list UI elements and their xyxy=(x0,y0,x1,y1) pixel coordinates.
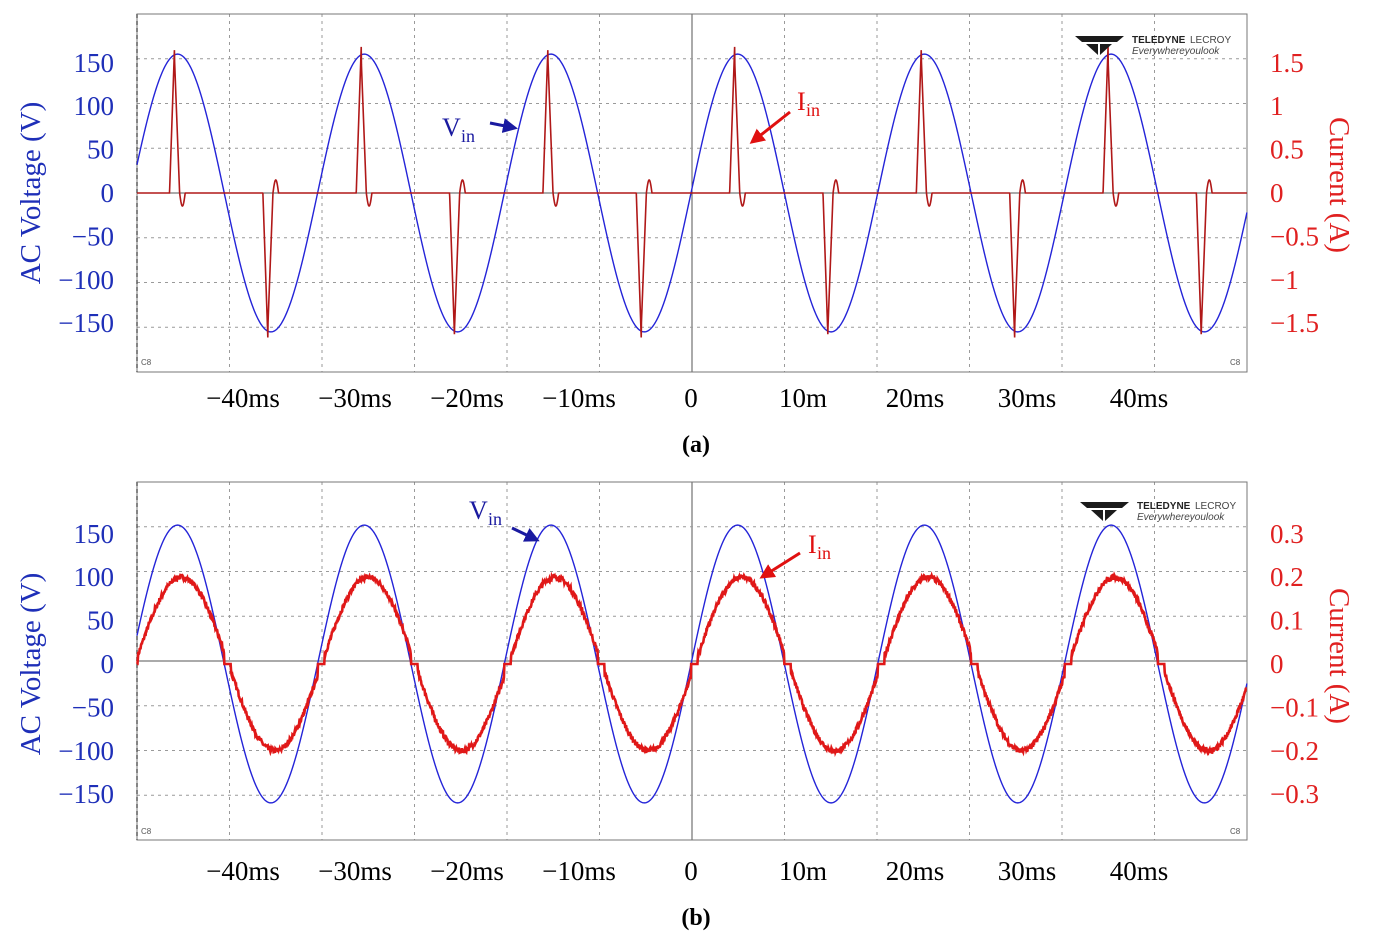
right-tick-label: −1 xyxy=(1270,265,1299,295)
x-tick-label: 0 xyxy=(684,383,698,413)
x-tick-label: 30ms xyxy=(998,856,1057,886)
iin-annotation: I in xyxy=(749,87,820,144)
teledyne-logo: TELEDYNE LECROY Everywhereyoulook xyxy=(1075,35,1231,57)
left-tick-labels: 150 100 50 0 −50 −100 −150 xyxy=(58,48,114,338)
right-tick-label: −1.5 xyxy=(1270,308,1319,338)
left-tick-label: −100 xyxy=(58,265,114,295)
iin-label: I xyxy=(797,87,806,116)
teledyne-logo-icon xyxy=(1080,502,1129,521)
vin-label: V xyxy=(442,113,461,142)
vin-label-sub: in xyxy=(488,509,502,529)
corner-tag-right: C8 xyxy=(1230,358,1241,367)
right-axis-label: Current (A) xyxy=(1323,588,1355,724)
x-tick-label: −10ms xyxy=(542,856,616,886)
vin-arrow xyxy=(489,118,518,134)
vin-arrow xyxy=(511,526,540,542)
x-tick-label: 0 xyxy=(684,856,698,886)
x-tick-label: −40ms xyxy=(206,383,280,413)
left-tick-label: 100 xyxy=(74,91,115,121)
right-tick-label: −0.1 xyxy=(1270,692,1319,722)
right-tick-labels: 1.5 1 0.5 0 −0.5 −1 −1.5 xyxy=(1270,48,1319,338)
brand-name-2: LECROY xyxy=(1195,501,1236,512)
left-tick-label: 0 xyxy=(101,649,115,679)
right-tick-label: 0.3 xyxy=(1270,519,1304,549)
iin-waveform xyxy=(137,46,1247,338)
left-tick-label: 100 xyxy=(74,562,115,592)
x-tick-label: −40ms xyxy=(206,856,280,886)
chart-panel-a: AC Voltage (V) Current (A) 150100500−50−… xyxy=(15,13,1355,458)
left-axis-label: AC Voltage (V) xyxy=(15,573,47,756)
x-tick-label: 10m xyxy=(779,856,827,886)
x-tick-label: 30ms xyxy=(998,383,1057,413)
corner-tag-left: C8 xyxy=(141,827,152,836)
vin-label: V xyxy=(469,496,488,525)
right-tick-label: −0.3 xyxy=(1270,779,1319,809)
x-tick-label: −30ms xyxy=(318,856,392,886)
iin-annotation: I in xyxy=(759,530,831,579)
brand-name-2: LECROY xyxy=(1190,35,1231,46)
brand-tagline: Everywhereyoulook xyxy=(1132,46,1220,57)
left-tick-label: 0 xyxy=(101,178,115,208)
iin-series-group xyxy=(136,570,1248,758)
right-tick-label: 0.2 xyxy=(1270,562,1304,592)
left-tick-label: 50 xyxy=(87,135,114,165)
x-tick-labels: −40ms −30ms −20ms −10ms 0 10m 20ms 30ms 40ms xyxy=(206,856,1168,886)
vin-series-group xyxy=(136,53,1248,333)
teledyne-logo-icon xyxy=(1075,36,1124,55)
left-tick-label: 150 xyxy=(74,519,115,549)
iin-arrow xyxy=(759,551,801,579)
right-tick-label: 1 xyxy=(1270,91,1284,121)
iin-label-sub: in xyxy=(817,543,831,563)
left-tick-label: −50 xyxy=(72,692,114,722)
iin-label-sub: in xyxy=(806,100,820,120)
vin-label-sub: in xyxy=(461,126,475,146)
brand-name: TELEDYNE xyxy=(1137,501,1191,512)
brand-tagline: Everywhereyoulook xyxy=(1137,512,1225,523)
right-tick-label: −0.5 xyxy=(1270,221,1319,251)
left-tick-label: −150 xyxy=(58,779,114,809)
x-tick-label: 40ms xyxy=(1110,856,1169,886)
left-tick-label: −100 xyxy=(58,736,114,766)
corner-tag-left: C8 xyxy=(141,358,152,367)
iin-waveform xyxy=(136,570,1248,758)
right-tick-label: 0 xyxy=(1270,649,1284,679)
iin-label: I xyxy=(808,530,817,559)
vin-series-group xyxy=(136,524,1248,804)
right-tick-label: 1.5 xyxy=(1270,48,1304,78)
vin-waveform xyxy=(136,524,1248,804)
vin-annotation: V in xyxy=(442,113,518,146)
teledyne-logo: TELEDYNE LECROY Everywhereyoulook xyxy=(1080,501,1236,523)
left-axis-label: AC Voltage (V) xyxy=(15,102,47,285)
left-tick-label: 150 xyxy=(74,48,115,78)
iin-series-group xyxy=(137,46,1247,338)
corner-tag-right: C8 xyxy=(1230,827,1241,836)
right-tick-labels: 0.3 0.2 0.1 0 −0.1 −0.2 −0.3 xyxy=(1270,519,1319,809)
left-tick-label: 50 xyxy=(87,606,114,636)
x-tick-label: 20ms xyxy=(886,856,945,886)
right-tick-label: −0.2 xyxy=(1270,736,1319,766)
vin-annotation: V in xyxy=(469,496,540,542)
caption-b: (b) xyxy=(681,905,710,931)
x-tick-label: −20ms xyxy=(430,856,504,886)
right-axis-label: Current (A) xyxy=(1323,117,1355,253)
x-tick-labels: −40ms −30ms −20ms −10ms 0 10m 20ms 30ms 40ms xyxy=(206,383,1168,413)
x-tick-label: −20ms xyxy=(430,383,504,413)
left-tick-labels: 150 100 50 0 −50 −100 −150 xyxy=(58,519,114,809)
iin-arrow xyxy=(749,110,791,144)
right-tick-label: 0.1 xyxy=(1270,606,1304,636)
brand-name: TELEDYNE xyxy=(1132,35,1186,46)
left-tick-label: −150 xyxy=(58,308,114,338)
caption-a: (a) xyxy=(682,432,710,458)
x-tick-label: 40ms xyxy=(1110,383,1169,413)
x-tick-label: 10m xyxy=(779,383,827,413)
left-tick-label: −50 xyxy=(72,221,114,251)
vin-waveform xyxy=(136,53,1248,333)
right-tick-label: 0 xyxy=(1270,178,1284,208)
x-tick-label: −10ms xyxy=(542,383,616,413)
x-tick-label: −30ms xyxy=(318,383,392,413)
x-tick-label: 20ms xyxy=(886,383,945,413)
right-tick-label: 0.5 xyxy=(1270,135,1304,165)
chart-panel-b: AC Voltage (V) Current (A) 150 100 50 0 −50 −… xyxy=(15,481,1355,931)
